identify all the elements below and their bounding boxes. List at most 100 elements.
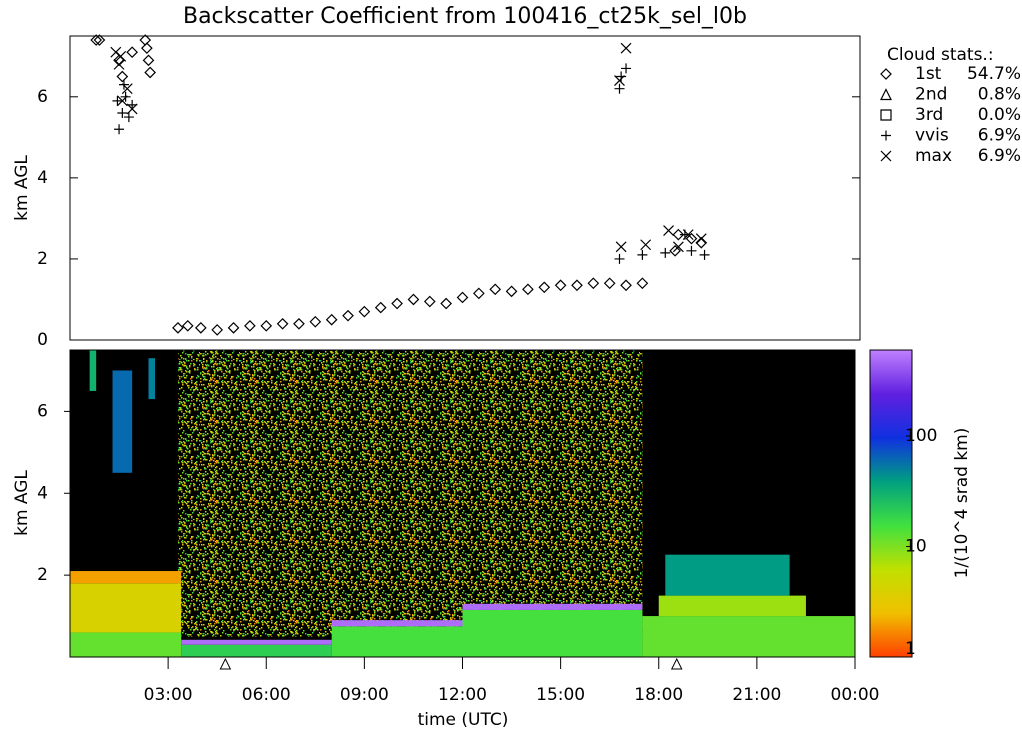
backscatter-cell [181,644,332,657]
backscatter-cell [112,370,133,473]
point [126,103,138,115]
x-tick-label: 12:00 [438,685,487,705]
time-marker [670,657,683,670]
legend-symbol [880,88,892,101]
colorbar-tick-label: 100 [905,426,937,446]
y-axis-label: km AGL [12,470,32,536]
point [640,239,652,251]
legend-name: 1st [915,64,942,84]
point [358,305,371,318]
point [660,247,671,258]
point [293,317,305,330]
point [391,297,403,310]
legend-name: vvis [915,126,949,146]
x-tick-label: 09:00 [340,685,389,705]
backscatter-cell [642,616,855,657]
backscatter-cell [70,583,182,633]
point [142,54,155,67]
point [554,279,567,292]
y-axis-label: km AGL [12,155,32,221]
point [672,241,684,253]
legend-name: 3rd [915,105,943,125]
x-axis-label: time (UTC) [418,710,509,730]
point [587,277,600,290]
point [522,283,534,296]
point [407,293,420,306]
point [121,83,133,95]
legend-symbol [880,68,892,80]
point [90,34,103,46]
x-tick-label: 00:00 [831,685,880,705]
point [473,287,485,300]
point [244,319,256,332]
point [260,319,273,332]
point [637,249,648,260]
legend-symbol [880,150,892,162]
y-tick-label: 6 [37,401,48,421]
point [699,249,710,260]
point [620,279,632,292]
point [614,75,625,87]
point [614,253,625,264]
point [325,313,338,326]
point [685,232,698,245]
x-tick-label: 06:00 [242,685,291,705]
point [309,315,322,328]
point [144,66,156,79]
y-tick-label: 2 [37,565,48,585]
point [621,63,632,74]
x-tick-label: 03:00 [144,685,193,705]
legend-title: Cloud stats.: [887,45,994,65]
point [672,228,685,241]
backscatter-cell [181,639,332,645]
x-tick-label: 18:00 [634,685,683,705]
point [663,225,674,236]
legend-name: max [915,146,952,166]
point [123,112,134,123]
point [603,277,616,290]
point [117,108,128,119]
point [110,46,122,58]
point [695,236,708,249]
y-tick-label: 0 [37,330,48,350]
backscatter-cell [462,609,643,657]
point [538,281,551,294]
point [126,46,138,59]
point [636,277,649,290]
colorbar-tick-label: 1 [905,639,916,659]
point [112,95,123,106]
point [181,319,194,332]
backscatter-cell [665,554,790,596]
point [456,291,469,304]
legend-stat: 54.7% [967,64,1021,84]
x-tick-label: 15:00 [536,685,585,705]
point [682,229,694,241]
colorbar [869,349,913,658]
legend-stat: 0.0% [978,105,1021,125]
backscatter-cell [89,350,97,391]
legend-symbol [880,109,892,121]
point [620,42,632,54]
chart-title: Backscatter Coefficient from 100416_ct25… [183,4,747,29]
point [423,295,436,308]
point [669,244,681,257]
point [571,279,583,292]
point [695,233,707,245]
y-tick-label: 4 [37,168,48,188]
point [139,34,152,46]
point [227,321,240,334]
colorbar-tick-label: 10 [905,536,927,556]
point [194,321,207,334]
point [276,317,289,330]
y-tick-label: 2 [37,249,48,269]
backscatter-cell [70,632,182,657]
backscatter-cell [331,626,463,657]
backscatter-cell [331,620,463,627]
backscatter-cell [70,571,182,584]
plot-frame [69,35,861,341]
y-tick-label: 6 [37,87,48,107]
point [615,241,627,253]
point [489,283,502,296]
point [116,95,128,107]
